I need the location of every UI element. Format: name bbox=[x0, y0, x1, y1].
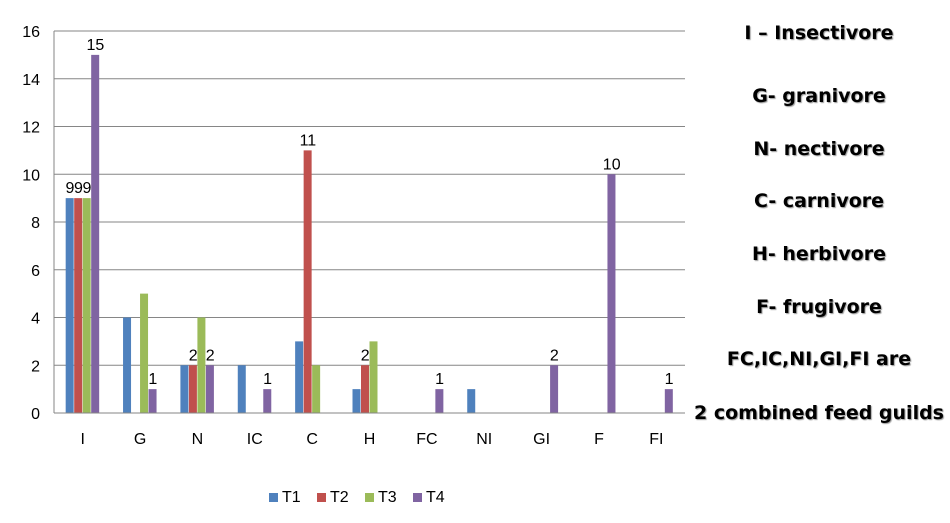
data-label: 2 bbox=[361, 347, 370, 364]
note-frugivore: F- frugivore bbox=[756, 296, 882, 318]
y-tick-label: 8 bbox=[31, 215, 40, 232]
y-tick-label: 0 bbox=[31, 406, 40, 423]
legend-label-T2: T2 bbox=[330, 489, 349, 506]
bar-I-T1 bbox=[65, 198, 74, 413]
data-label: 2 bbox=[189, 347, 198, 364]
note-granivore: G- granivore bbox=[752, 85, 886, 107]
axes bbox=[53, 31, 685, 414]
data-label: 10 bbox=[603, 156, 621, 173]
data-label: 1 bbox=[435, 371, 444, 388]
x-tick-label: I bbox=[80, 431, 84, 448]
data-label: 9 bbox=[82, 180, 91, 197]
x-axis-ticks: I G N IC C H FC NI GI F FI bbox=[80, 431, 663, 448]
legend-swatch-T4 bbox=[413, 493, 422, 502]
x-tick-label: FC bbox=[416, 431, 437, 448]
bar-N-T1 bbox=[180, 365, 189, 413]
x-tick-label: GI bbox=[533, 431, 550, 448]
data-label: 2 bbox=[550, 347, 559, 364]
gridlines bbox=[54, 30, 685, 366]
bar-N-T2 bbox=[188, 365, 197, 413]
x-tick-label: C bbox=[306, 431, 318, 448]
bar-H-T3 bbox=[369, 341, 378, 413]
legend-label-T4: T4 bbox=[426, 489, 445, 506]
note-insectivore: I – Insectivore bbox=[744, 22, 894, 44]
y-tick-label: 6 bbox=[31, 263, 40, 280]
data-label: 9 bbox=[74, 180, 83, 197]
x-tick-label: NI bbox=[476, 431, 492, 448]
legend-label-T3: T3 bbox=[378, 489, 397, 506]
x-tick-label: N bbox=[192, 431, 204, 448]
bar-G-T1 bbox=[123, 317, 132, 413]
bar-H-T1 bbox=[352, 389, 361, 413]
data-label: 9 bbox=[65, 180, 74, 197]
bar-C-T2 bbox=[303, 150, 312, 413]
legend: T1 T2 T3 T4 bbox=[269, 489, 445, 506]
y-tick-label: 12 bbox=[22, 120, 40, 137]
y-tick-label: 2 bbox=[31, 358, 40, 375]
bar-GI-T4 bbox=[550, 365, 559, 413]
bar-H-T2 bbox=[361, 365, 369, 413]
note-nectivore: N- nectivore bbox=[753, 138, 885, 160]
legend-swatch-T1 bbox=[269, 493, 278, 502]
note-herbivore: H- herbivore bbox=[752, 243, 886, 265]
bar-N-T3 bbox=[197, 317, 206, 413]
note-carnivore: C- carnivore bbox=[753, 190, 885, 212]
x-tick-label: G bbox=[134, 431, 146, 448]
bar-I-T3 bbox=[82, 198, 91, 413]
data-label: 15 bbox=[87, 37, 105, 54]
bars bbox=[65, 54, 673, 413]
bar-IC-T1 bbox=[237, 365, 246, 413]
bar-FI-T4 bbox=[664, 389, 673, 413]
bar-I-T4 bbox=[91, 54, 100, 413]
legend-swatch-T3 bbox=[365, 493, 374, 502]
bar-C-T3 bbox=[312, 365, 321, 413]
bar-G-T3 bbox=[140, 293, 149, 413]
bar-G-T4 bbox=[148, 389, 157, 413]
bar-IC-T4 bbox=[263, 389, 272, 413]
bar-I-T2 bbox=[74, 198, 83, 413]
note-combined-line1: FC,IC,NI,GI,FI are bbox=[726, 348, 912, 370]
legend-swatch-T2 bbox=[317, 493, 326, 502]
y-axis-ticks: 0 2 4 6 8 10 12 14 16 bbox=[22, 24, 40, 423]
data-label: 1 bbox=[263, 371, 272, 388]
data-label: 11 bbox=[300, 132, 317, 149]
bar-N-T4 bbox=[205, 365, 214, 413]
x-tick-label: H bbox=[364, 431, 376, 448]
bar-NI-T1 bbox=[467, 389, 476, 413]
legend-label-T1: T1 bbox=[282, 489, 301, 506]
bar-F-T4 bbox=[607, 174, 616, 413]
y-tick-label: 16 bbox=[22, 24, 40, 41]
x-tick-label: IC bbox=[247, 431, 263, 448]
x-tick-label: F bbox=[594, 431, 604, 448]
bar-C-T1 bbox=[295, 341, 304, 413]
y-tick-label: 14 bbox=[22, 72, 40, 89]
data-label: 1 bbox=[148, 371, 157, 388]
note-combined-line2: 2 combined feed guilds bbox=[693, 402, 944, 424]
data-label: 2 bbox=[206, 347, 215, 364]
y-tick-label: 10 bbox=[22, 167, 40, 184]
x-tick-label: FI bbox=[649, 431, 663, 448]
data-label: 1 bbox=[665, 371, 674, 388]
y-tick-label: 4 bbox=[31, 311, 40, 328]
bar-FC-T4 bbox=[435, 389, 444, 413]
